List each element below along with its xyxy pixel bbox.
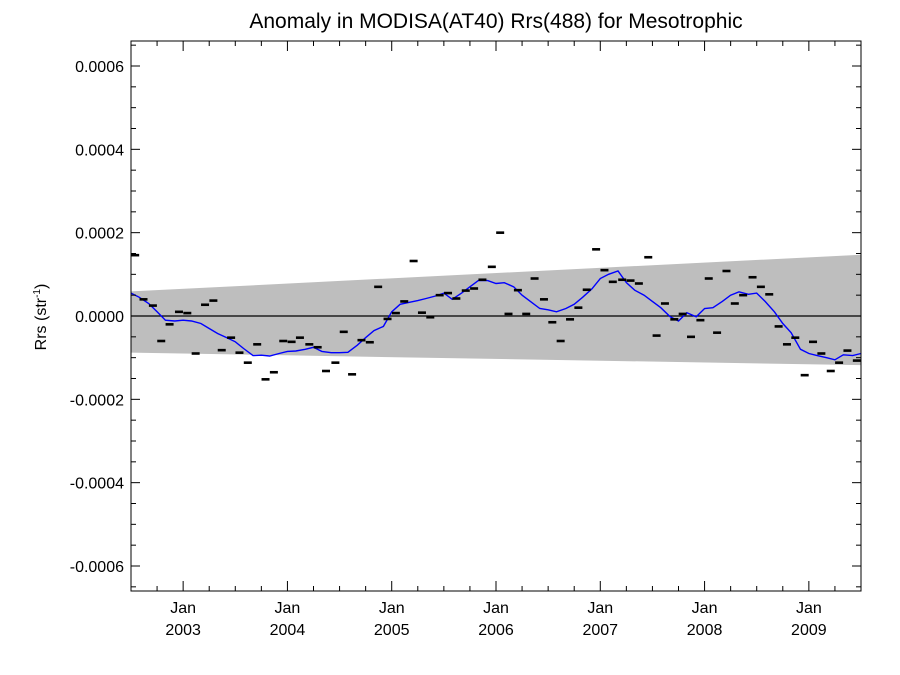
y-tick-label: 0.0006 xyxy=(75,59,124,76)
monthly-anomaly-markers xyxy=(131,231,861,381)
x-tick-label-year: 2006 xyxy=(478,622,514,639)
y-axis: 0.0006 0.0004 0.0002 0.0000 -0.0002 -0.0004 -0… xyxy=(70,44,861,588)
x-tick-label-month: Jan xyxy=(587,600,613,617)
x-axis: Jan 2003 Jan 2004 Jan 2005 Jan 2006 Jan 2007 Jan 20… xyxy=(130,41,862,639)
x-tick-label-month: Jan xyxy=(692,600,718,617)
y-tick-label: -0.0002 xyxy=(70,392,124,409)
y-tick-label: 0.0000 xyxy=(75,309,124,326)
y-tick-label: 0.0002 xyxy=(75,226,124,243)
y-tick-label: -0.0006 xyxy=(70,559,124,576)
x-tick-label-month: Jan xyxy=(796,600,822,617)
x-tick-label-month: Jan xyxy=(483,600,509,617)
smoothed-series-line xyxy=(130,270,862,361)
y-tick-label: 0.0004 xyxy=(75,142,124,159)
confidence-band xyxy=(131,254,861,366)
x-tick-label-year: 2008 xyxy=(687,622,723,639)
x-tick-label-year: 2005 xyxy=(374,622,410,639)
y-tick-label: -0.0004 xyxy=(70,476,124,493)
x-tick-label-month: Jan xyxy=(170,600,196,617)
x-tick-label-year: 2009 xyxy=(791,622,827,639)
x-tick-label-year: 2007 xyxy=(582,622,618,639)
chart-title: Anomaly in MODISA(AT40) Rrs(488) for Mes… xyxy=(249,10,742,33)
x-tick-label-year: 2003 xyxy=(165,622,201,639)
x-tick-label-year: 2004 xyxy=(270,622,306,639)
x-tick-label-month: Jan xyxy=(275,600,301,617)
y-axis-label: Rrs (str-1) xyxy=(32,284,50,351)
plot-area xyxy=(130,40,862,592)
x-tick-label-month: Jan xyxy=(379,600,405,617)
smoothed-series-group xyxy=(130,270,862,361)
